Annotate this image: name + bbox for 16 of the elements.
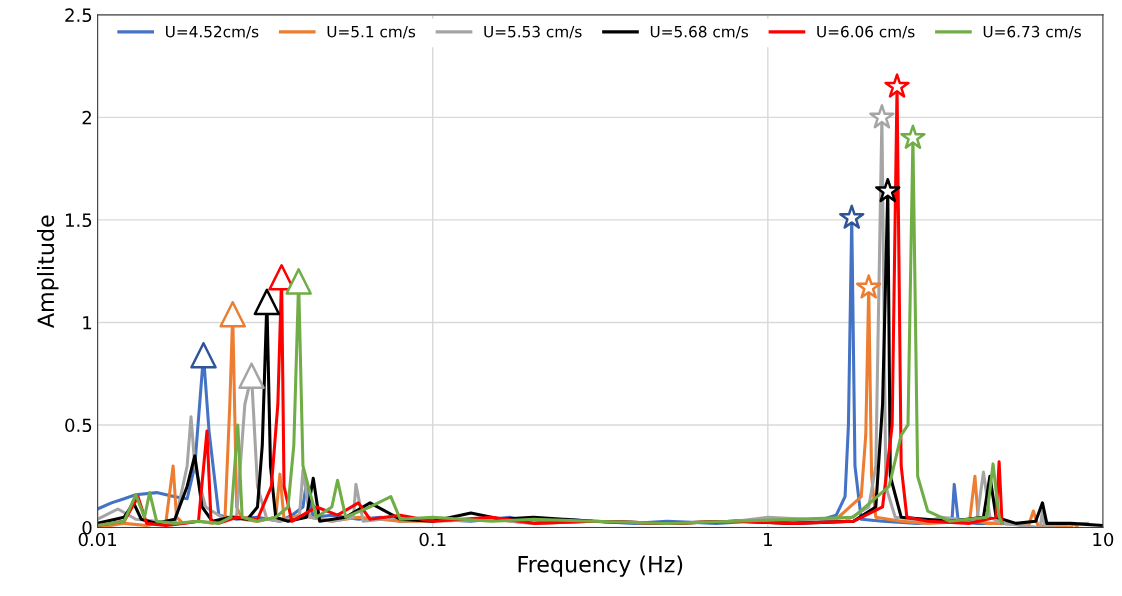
legend-label: U=4.52cm/s: [166, 25, 259, 39]
y-tick-label: 0.5: [65, 418, 92, 433]
legend-label: U=6.06 cm/s: [817, 25, 915, 39]
x-tick-label: 0.1: [419, 532, 446, 547]
y-tick-label: 2.5: [65, 8, 92, 23]
y-tick-label: 1: [83, 316, 92, 330]
y-tick-label: 1.5: [66, 213, 92, 228]
legend-label: U=5.68 cm/s: [650, 25, 749, 39]
x-tick-label: 10: [1093, 532, 1114, 547]
legend-label: U=5.53 cm/s: [484, 25, 582, 39]
legend-label: U=6.73 cm/s: [983, 25, 1081, 39]
x-tick-label: 1: [764, 532, 772, 547]
y-axis-title: Amplitude: [36, 215, 59, 328]
x-axis-title: Frequency (Hz): [518, 555, 683, 577]
y-tick-label: 2: [82, 110, 91, 125]
legend-label: U=5.1 cm/s: [327, 26, 416, 39]
